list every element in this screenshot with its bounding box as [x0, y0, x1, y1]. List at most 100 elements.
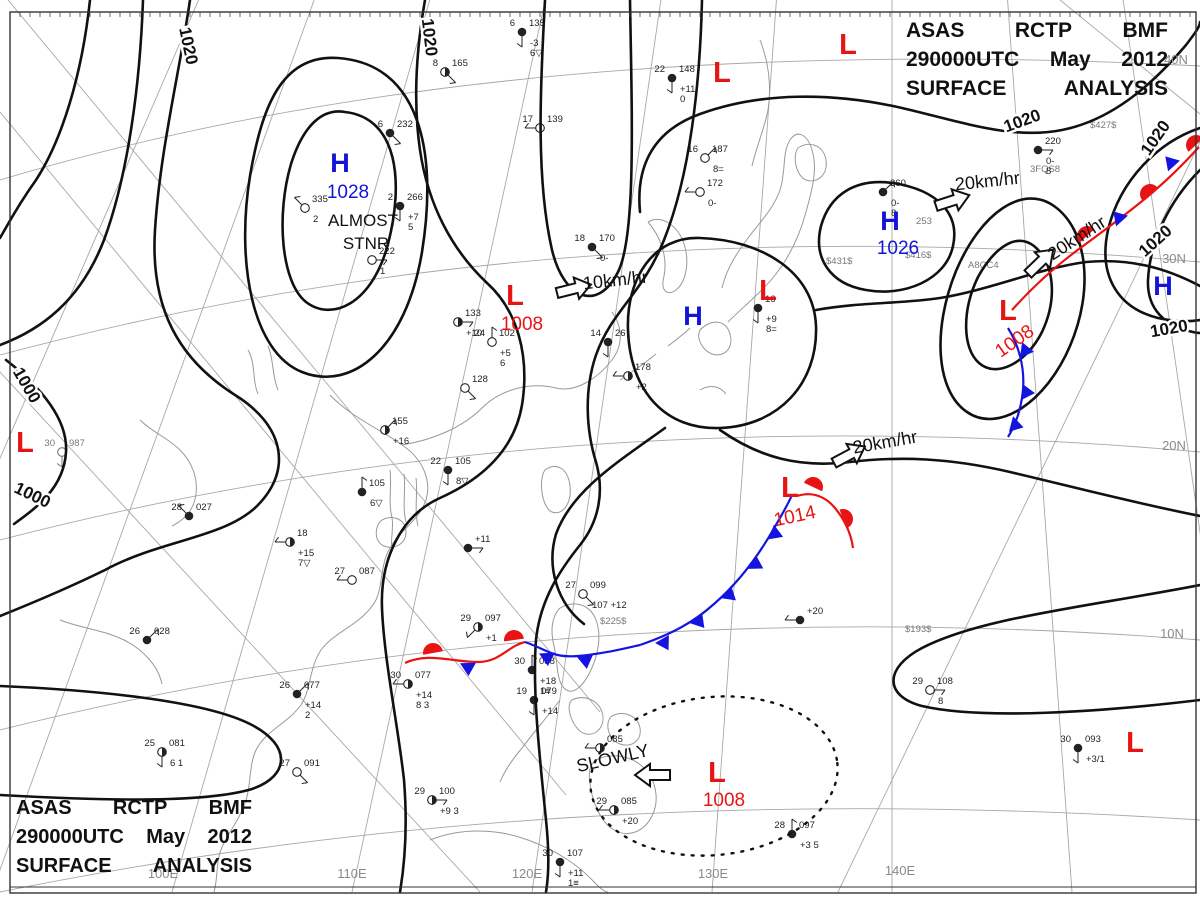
svg-text:220: 220: [1045, 136, 1061, 147]
title-word: SURFACE: [906, 77, 1007, 100]
station-plot: 30 093 +3/1: [1060, 734, 1104, 765]
high-pressure-symbol: H: [330, 148, 350, 178]
high-pressure-symbol: H: [880, 206, 900, 236]
svg-text:187: 187: [712, 144, 728, 155]
cold-front-main: [639, 494, 794, 651]
coastline: [607, 713, 641, 746]
svg-text:232: 232: [397, 119, 413, 130]
pressure-value: 1026: [877, 238, 919, 259]
low-pressure-symbol: L: [708, 757, 726, 789]
svg-text:6: 6: [378, 119, 383, 130]
svg-text:028: 028: [154, 626, 170, 637]
graticule-label: 10N: [1160, 626, 1184, 641]
svg-text:105: 105: [455, 456, 471, 467]
svg-text:A8CC4: A8CC4: [968, 260, 999, 271]
isobar: [380, 0, 526, 894]
cold-front-east: [1007, 327, 1035, 438]
cold-front-triangle-icon: [768, 524, 784, 540]
svg-text:27: 27: [334, 566, 345, 577]
isobar: [939, 197, 1086, 421]
svg-text:18: 18: [574, 233, 585, 244]
graticule-label: 130E: [698, 866, 729, 881]
isobar: [814, 259, 1200, 312]
svg-text:28: 28: [774, 820, 785, 831]
svg-text:5: 5: [408, 222, 413, 233]
coastline: [568, 697, 604, 735]
station-plot: 172 0-: [684, 178, 723, 209]
chart-title-line: 290000UTC May 2012: [906, 45, 1168, 74]
cold-front-triangle-icon: [689, 612, 705, 628]
svg-text:099: 099: [590, 580, 606, 591]
warm-front-semicircle-icon: [504, 630, 524, 642]
chart-title-line: SURFACE ANALYSIS: [16, 852, 252, 881]
low-pressure-symbol: L: [759, 275, 777, 307]
coastline: [541, 466, 571, 514]
coastline: [59, 619, 163, 685]
movement-arrow-icon: [933, 187, 971, 213]
svg-text:$416$: $416$: [905, 250, 932, 261]
svg-text:2: 2: [305, 710, 310, 721]
station-plot: 25 081 6 1: [144, 738, 184, 769]
pressure-center-note: ALMOST: [328, 211, 398, 230]
svg-text:-3: -3: [530, 38, 538, 49]
title-word: 290000UTC: [906, 48, 1020, 71]
isobar: [281, 110, 398, 312]
cold-front-triangle-icon: [577, 654, 593, 669]
chart-title-top-right: ASAS RCTP BMF 290000UTC May 2012 SURFACE ANALYS…: [906, 16, 1168, 103]
coastline: [389, 469, 419, 553]
station-plot: +20: [784, 606, 823, 625]
station-plot: 26 077 +142: [279, 680, 321, 721]
low-pressure-symbol: L: [16, 427, 34, 459]
svg-text:133: 133: [465, 308, 481, 319]
svg-text:105: 105: [369, 478, 385, 489]
movement-arrow-icon: [830, 442, 867, 469]
isobar: [539, 0, 634, 298]
svg-text:25: 25: [144, 738, 155, 749]
title-word: ASAS: [906, 19, 965, 42]
title-word: RCTP: [112, 797, 168, 819]
cold-front-triangle-icon: [1113, 211, 1128, 227]
svg-text:29: 29: [912, 676, 923, 687]
svg-text:087: 087: [359, 566, 375, 577]
svg-text:139: 139: [547, 114, 563, 125]
warm-front-semicircle-icon: [1140, 184, 1158, 201]
map-frame: [9, 11, 1197, 894]
svg-text:108: 108: [937, 676, 953, 687]
station-plot: 133 +10: [453, 308, 482, 339]
station-plot: 107 +12: [592, 600, 627, 611]
svg-text:+11: +11: [568, 868, 583, 879]
station-plot: $225$: [600, 616, 627, 627]
coastline: [401, 311, 621, 446]
warm-front-main: [796, 477, 855, 549]
station-plot: 253: [916, 216, 932, 227]
isobar: [533, 0, 704, 894]
svg-text:8=: 8=: [713, 164, 724, 175]
pressure-value: 1008: [501, 314, 543, 335]
movement-speed-label: 10km/hr: [582, 267, 649, 294]
svg-text:+14: +14: [542, 706, 558, 717]
low-pressure-symbol: L: [506, 280, 524, 312]
svg-text:+20: +20: [622, 816, 638, 827]
chart-title-bottom-left: ASAS RCTP BMF 290000UTC May 2012 SURFACE ANALYS…: [16, 794, 252, 881]
coastline: [721, 133, 815, 323]
svg-text:8: 8: [938, 696, 943, 707]
title-word: RCTP: [1014, 19, 1073, 42]
cold-front-triangle-icon: [655, 635, 669, 651]
svg-text:8=: 8=: [766, 324, 777, 335]
stationary-front-west: [404, 630, 641, 676]
coastline: [698, 321, 732, 356]
svg-text:7▽: 7▽: [298, 558, 311, 569]
svg-text:16: 16: [687, 144, 698, 155]
svg-text:+20: +20: [807, 606, 823, 617]
station-plot: 17 139: [522, 114, 563, 133]
coastline: [139, 419, 197, 527]
pressure-value: 1028: [327, 182, 369, 203]
isobar-label: 1000: [9, 364, 44, 406]
coastline: [619, 327, 691, 381]
cold-front-triangle-icon: [720, 585, 736, 601]
isobar-label: 1020: [1137, 117, 1174, 159]
isobar: [243, 56, 429, 378]
low-pressure-symbol: L: [1126, 727, 1144, 759]
svg-text:22: 22: [654, 64, 665, 75]
